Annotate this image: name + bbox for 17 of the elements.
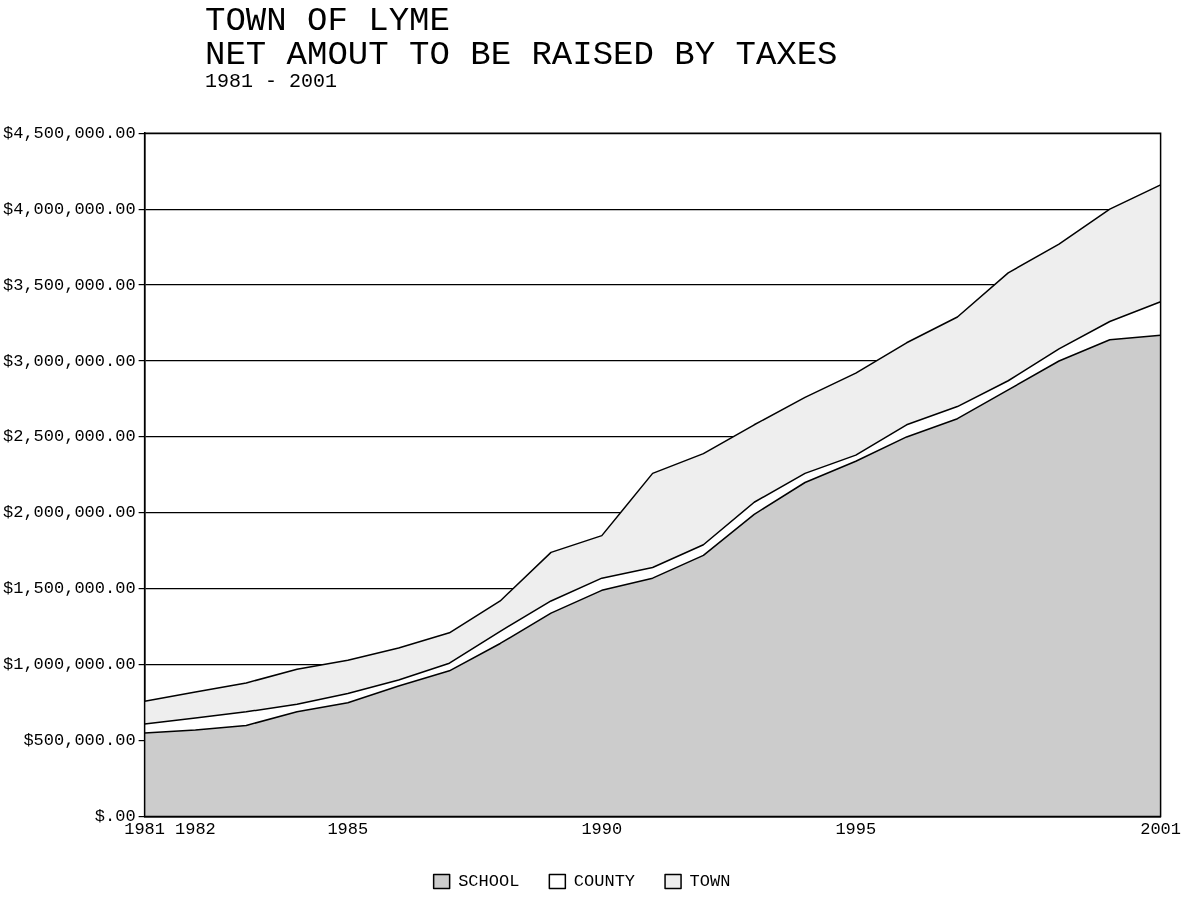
y-tick-label: $1,500,000.00 [3, 579, 136, 599]
x-tick-label: 1995 [835, 820, 877, 840]
y-tick-label: $500,000.00 [23, 731, 136, 751]
y-tick-label: $2,000,000.00 [3, 503, 136, 523]
y-tick-label: $4,500,000.00 [3, 123, 136, 143]
legend-label: TOWN [689, 872, 731, 891]
x-tick-label: 2001 [1140, 820, 1181, 840]
x-tick-label: 1985 [327, 820, 369, 840]
x-tick-label: 1990 [581, 820, 623, 840]
y-tick-label: $4,000,000.00 [3, 199, 136, 219]
y-tick-label: $2,500,000.00 [3, 427, 136, 447]
y-tick-label: $3,500,000.00 [3, 275, 136, 295]
y-tick-label: $1,000,000.00 [3, 655, 136, 675]
legend-label: COUNTY [573, 872, 636, 891]
y-tick-label: $3,000,000.00 [3, 351, 136, 371]
x-tick-label: 1982 [175, 820, 216, 840]
legend-label: SCHOOL [458, 872, 520, 891]
